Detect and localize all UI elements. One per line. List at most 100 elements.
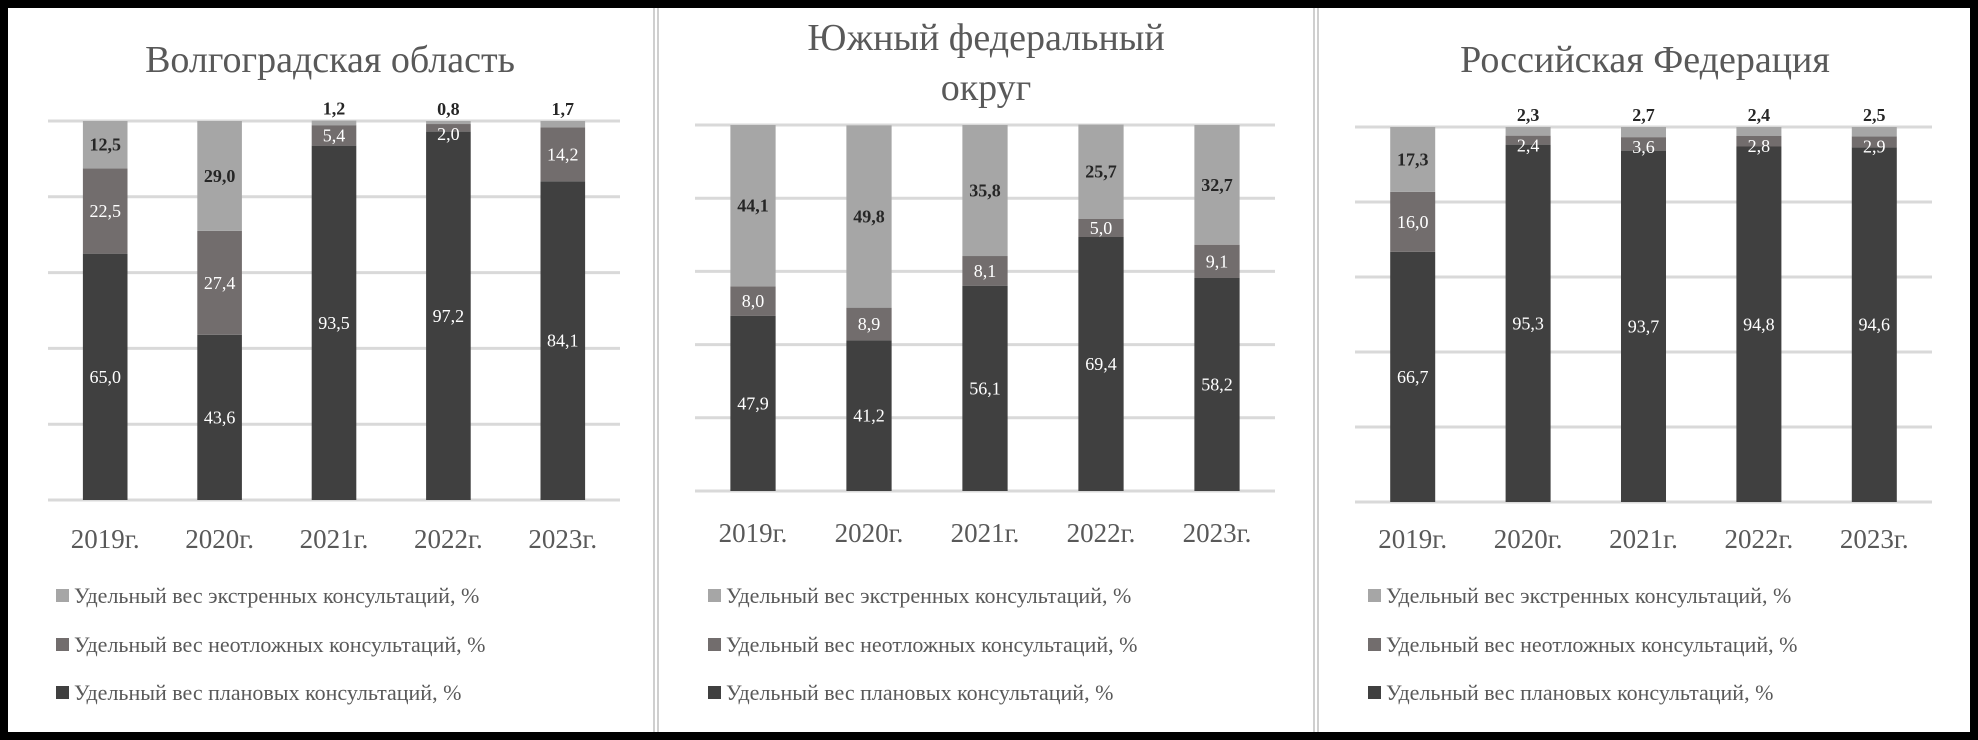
data-label: 2,4 xyxy=(1748,105,1771,125)
chart-title-line: округ xyxy=(941,67,1032,109)
data-label: 29,0 xyxy=(204,166,236,186)
data-label: 94,8 xyxy=(1743,314,1775,334)
data-label: 2,3 xyxy=(1517,105,1540,125)
data-label: 16,0 xyxy=(1397,212,1429,232)
x-tick-label: 2019г. xyxy=(719,518,788,548)
x-tick-label: 2019г. xyxy=(1378,524,1447,554)
data-label: 97,2 xyxy=(433,306,465,326)
legend-entry: Удельный вес экстренных консультаций, % xyxy=(74,583,479,608)
bar-segment xyxy=(1078,236,1124,491)
bar-segment xyxy=(311,120,357,126)
bar-segment xyxy=(540,127,586,182)
x-tick-label: 2020г. xyxy=(835,518,904,548)
data-label: 93,5 xyxy=(318,313,350,333)
data-label: 5,0 xyxy=(1090,218,1113,238)
chart-title: Российская Федерация xyxy=(1460,39,1830,81)
bar-segment xyxy=(82,121,128,169)
x-tick-label: 2023г. xyxy=(528,524,597,554)
bar-segment xyxy=(1390,251,1436,502)
bar-segment xyxy=(1736,136,1782,147)
data-label: 32,7 xyxy=(1201,175,1233,195)
bar-segment xyxy=(197,121,242,231)
bar-segment xyxy=(846,340,892,491)
data-label: 49,8 xyxy=(853,207,885,227)
panel-divider xyxy=(1312,8,1320,732)
bar-segment xyxy=(311,145,357,500)
bar-segment xyxy=(1736,146,1782,502)
bar-segment xyxy=(1620,127,1667,138)
data-label: 22,5 xyxy=(89,201,121,221)
x-tick-label: 2022г. xyxy=(1725,524,1794,554)
bar-segment xyxy=(1505,144,1551,502)
data-label: 8,0 xyxy=(742,291,765,311)
bar-segment xyxy=(846,307,892,341)
data-label: 93,7 xyxy=(1628,316,1660,336)
data-label: 58,2 xyxy=(1201,374,1233,394)
legend-entry: Удельный вес плановых консультаций, % xyxy=(74,680,461,705)
data-label: 2,9 xyxy=(1863,136,1886,156)
data-label: 1,7 xyxy=(552,99,575,119)
bar-segment xyxy=(962,285,1008,491)
data-label: 5,4 xyxy=(323,125,346,145)
bar-segment xyxy=(1851,127,1897,137)
data-label: 0,8 xyxy=(437,99,460,119)
bar-segment xyxy=(197,334,242,500)
chart-title-line: Южный федеральный xyxy=(807,17,1164,59)
x-tick-label: 2022г. xyxy=(1067,518,1136,548)
x-tick-label: 2021г. xyxy=(951,518,1020,548)
legend-swatch xyxy=(1368,638,1381,651)
legend-swatch xyxy=(708,638,721,651)
bar-segment xyxy=(962,125,1008,257)
bar-segment xyxy=(730,286,776,316)
bar-segment xyxy=(1620,137,1667,151)
bar-segment xyxy=(730,315,776,491)
bar-segment xyxy=(1390,127,1436,192)
data-label: 9,1 xyxy=(1206,251,1229,271)
x-tick-label: 2019г. xyxy=(71,524,140,554)
data-label: 3,6 xyxy=(1632,137,1655,157)
bar-segment xyxy=(1851,136,1897,148)
panel-divider xyxy=(652,8,660,732)
legend-swatch xyxy=(708,686,721,699)
data-label: 35,8 xyxy=(969,181,1001,201)
bar-segment xyxy=(1851,147,1897,502)
bar-segment xyxy=(1194,244,1240,278)
data-label: 8,9 xyxy=(858,314,881,334)
data-label: 43,6 xyxy=(204,407,236,427)
data-label: 84,1 xyxy=(547,331,579,351)
data-label: 2,4 xyxy=(1517,136,1540,156)
bar-segment xyxy=(540,181,586,501)
data-label: 95,3 xyxy=(1512,313,1544,333)
legend-swatch xyxy=(56,589,69,602)
data-label: 65,0 xyxy=(89,367,121,387)
bar-segment xyxy=(1390,191,1436,252)
data-label: 25,7 xyxy=(1085,162,1117,182)
data-label: 2,0 xyxy=(437,124,460,144)
legend-swatch xyxy=(708,589,721,602)
x-tick-label: 2023г. xyxy=(1183,518,1252,548)
bar-segment xyxy=(962,256,1008,286)
data-label: 41,2 xyxy=(853,406,885,426)
data-label: 47,9 xyxy=(737,393,769,413)
data-label: 17,3 xyxy=(1397,149,1429,169)
bar-segment xyxy=(1078,124,1124,219)
bar-segment xyxy=(426,124,471,132)
data-label: 27,4 xyxy=(204,273,236,293)
bar-segment xyxy=(540,121,586,128)
bar-segment xyxy=(730,125,776,287)
legend-entry: Удельный вес плановых консультаций, % xyxy=(1386,680,1773,705)
bar-segment xyxy=(1078,218,1124,237)
legend-entry: Удельный вес экстренных консультаций, % xyxy=(1386,583,1791,608)
data-label: 69,4 xyxy=(1085,354,1117,374)
x-tick-label: 2021г. xyxy=(1609,524,1678,554)
x-tick-label: 2023г. xyxy=(1840,524,1909,554)
legend-entry: Удельный вес экстренных консультаций, % xyxy=(726,583,1131,608)
x-tick-label: 2021г. xyxy=(300,524,369,554)
legend-swatch xyxy=(56,686,69,699)
x-tick-label: 2022г. xyxy=(414,524,483,554)
legend-entry: Удельный вес неотложных консультаций, % xyxy=(726,632,1137,657)
bar-segment xyxy=(1620,150,1667,502)
chart-panel-3: Российская Федерация 66,7 16,0 17,3 2019г. 95… xyxy=(1320,8,1970,732)
